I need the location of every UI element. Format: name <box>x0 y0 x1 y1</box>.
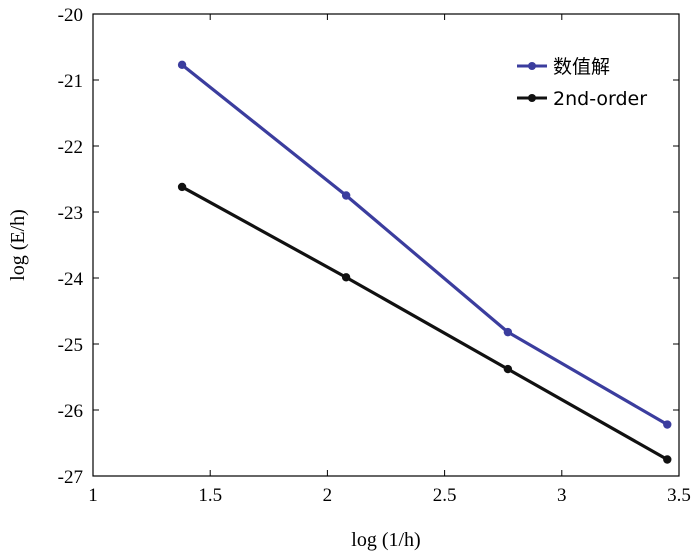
series-line-0 <box>181 63 669 426</box>
y-axis-label: log (E/h) <box>7 209 29 281</box>
data-point <box>177 182 187 192</box>
data-point <box>503 364 513 374</box>
legend-marker-numerical <box>528 62 536 70</box>
legend: 数值解 2nd-order <box>517 56 647 110</box>
y-tick-label: -22 <box>58 137 83 158</box>
data-point <box>177 60 187 70</box>
legend-marker-second-order <box>528 94 536 102</box>
x-tick-label: 2.5 <box>433 485 457 506</box>
y-tick-label: -21 <box>58 71 83 92</box>
x-tick-label: 1.5 <box>198 485 222 506</box>
data-point <box>503 327 513 337</box>
x-tick-label: 2 <box>323 485 333 506</box>
plot-area <box>92 13 680 477</box>
data-point <box>341 273 351 282</box>
data-point <box>663 455 672 464</box>
x-tick-label: 1 <box>88 485 98 506</box>
y-tick-label: -25 <box>58 335 83 356</box>
y-tick-label: -20 <box>58 5 83 26</box>
y-tick-label: -27 <box>58 467 83 488</box>
x-tick-label: 3.5 <box>667 485 691 506</box>
legend-label-second-order: 2nd-order <box>553 88 647 110</box>
data-point <box>663 420 672 429</box>
y-tick-label: -24 <box>58 269 84 290</box>
axis-ticks: 1 1.5 2 2.5 3 3.5 -20 -21 -22 -23 -24 -25 -26 -27 <box>58 5 691 506</box>
y-tick-label: -26 <box>58 401 83 422</box>
y-tick-label: -23 <box>58 203 83 224</box>
series-layer <box>177 60 672 464</box>
data-point <box>341 191 351 200</box>
x-axis-label: log (1/h) <box>351 529 420 551</box>
series-line-1 <box>181 185 669 461</box>
x-tick-label: 3 <box>557 485 567 506</box>
legend-label-numerical: 数值解 <box>553 56 610 78</box>
